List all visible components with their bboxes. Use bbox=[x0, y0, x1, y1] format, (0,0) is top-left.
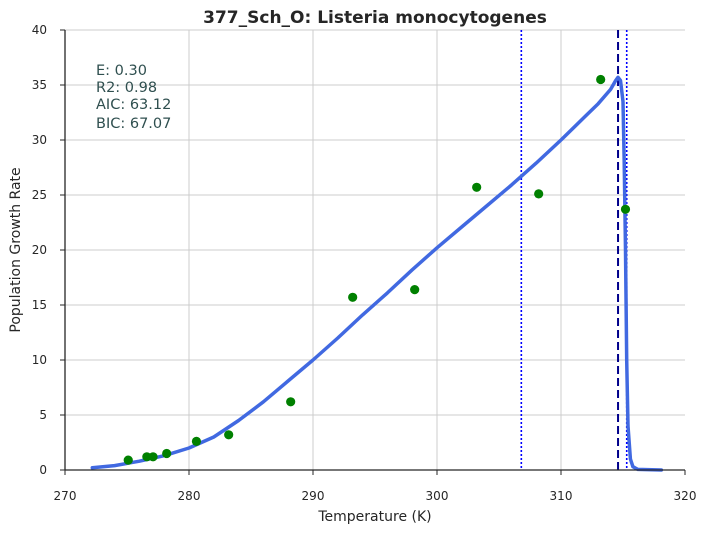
tick-labels: 270 280 290 300 310 320 0 5 10 15 20 25 30 35 40 bbox=[32, 23, 697, 503]
data-point bbox=[123, 455, 133, 465]
y-axis-label: Population Growth Rate bbox=[8, 167, 24, 332]
data-point bbox=[286, 397, 296, 407]
x-tick-label: 320 bbox=[674, 489, 697, 503]
data-point bbox=[620, 204, 631, 214]
fit-curve-group bbox=[90, 75, 664, 472]
data-point bbox=[162, 448, 172, 459]
data-point bbox=[596, 74, 606, 85]
y-tick-label: 5 bbox=[39, 408, 47, 422]
y-tick-label: 30 bbox=[32, 133, 47, 147]
x-tick-label: 300 bbox=[426, 489, 449, 503]
data-point bbox=[191, 436, 202, 446]
data-point bbox=[224, 430, 234, 440]
y-tick-label: 40 bbox=[32, 23, 47, 37]
stat-r2: R2: 0.98 bbox=[96, 80, 157, 96]
x-tick-label: 270 bbox=[54, 489, 77, 503]
x-axis-label: Temperature (K) bbox=[317, 509, 431, 525]
stat-aic: AIC: 63.12 bbox=[96, 97, 171, 113]
y-tick-label: 10 bbox=[32, 353, 47, 367]
data-point bbox=[348, 292, 358, 302]
x-tick-label: 280 bbox=[178, 489, 201, 503]
x-tick-label: 290 bbox=[302, 489, 325, 503]
x-tick-label: 310 bbox=[550, 489, 573, 503]
y-tick-label: 15 bbox=[32, 298, 47, 312]
y-tick-label: 20 bbox=[32, 243, 47, 257]
y-tick-label: 0 bbox=[39, 463, 47, 477]
stats-box: E: 0.30 R2: 0.98 AIC: 63.12 BIC: 67.07 bbox=[96, 63, 171, 132]
y-tick-label: 35 bbox=[32, 78, 47, 92]
data-point bbox=[472, 182, 482, 192]
stat-bic: BIC: 67.07 bbox=[96, 116, 171, 132]
y-tick-label: 25 bbox=[32, 188, 47, 202]
data-points bbox=[123, 74, 631, 465]
data-point bbox=[410, 285, 420, 295]
data-point bbox=[534, 189, 544, 199]
chart-title: 377_Sch_O: Listeria monocytogenes bbox=[203, 8, 547, 28]
data-point bbox=[148, 452, 158, 462]
stat-e: E: 0.30 bbox=[96, 63, 147, 79]
fit-curve bbox=[90, 75, 664, 472]
